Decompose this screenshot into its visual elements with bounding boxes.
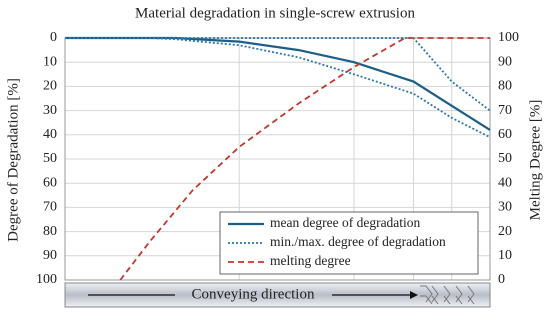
y2-tick-label: 60	[498, 127, 512, 142]
y-tick-label: 70	[43, 200, 57, 215]
y2-tick-label: 100	[498, 30, 519, 45]
data-line	[65, 37, 491, 112]
y2-tick-label: 30	[498, 200, 512, 215]
legend-label: mean degree of degradation	[270, 215, 421, 230]
y2-axis-title: Melting Degree [%]	[527, 100, 543, 221]
legend-box	[219, 211, 479, 275]
data-line	[65, 36, 491, 131]
legend-label: melting degree	[270, 253, 351, 268]
y2-tick-label: 70	[498, 103, 512, 118]
y2-tick-label: 90	[498, 54, 512, 69]
y-tick-label: 100	[36, 272, 57, 287]
y-tick-label: 0	[50, 30, 57, 45]
y2-tick-label: 40	[498, 175, 512, 190]
y-tick-label: 10	[43, 54, 57, 69]
y-axis-title: Degree of Degradation [%]	[5, 78, 21, 242]
y2-tick-label: 50	[498, 151, 512, 166]
y2-tick-label: 0	[498, 272, 505, 287]
legend-label: min./max. degree of degradation	[270, 234, 446, 249]
chart-title: Material degradation in single-screw ext…	[135, 5, 415, 21]
y-tick-label: 50	[43, 151, 57, 166]
y-tick-label: 40	[43, 127, 57, 142]
y-tick-label: 90	[43, 248, 57, 263]
screw	[64, 282, 491, 308]
y-tick-label: 30	[43, 103, 57, 118]
y2-tick-label: 20	[498, 224, 512, 239]
y2-tick-label: 80	[498, 79, 512, 94]
y-tick-label: 60	[43, 175, 57, 190]
y-tick-label: 20	[43, 79, 57, 94]
annotation: Conveying direction	[192, 286, 315, 302]
y2-tick-label: 10	[498, 248, 512, 263]
data-line	[119, 37, 490, 281]
y-tick-label: 80	[43, 224, 57, 239]
